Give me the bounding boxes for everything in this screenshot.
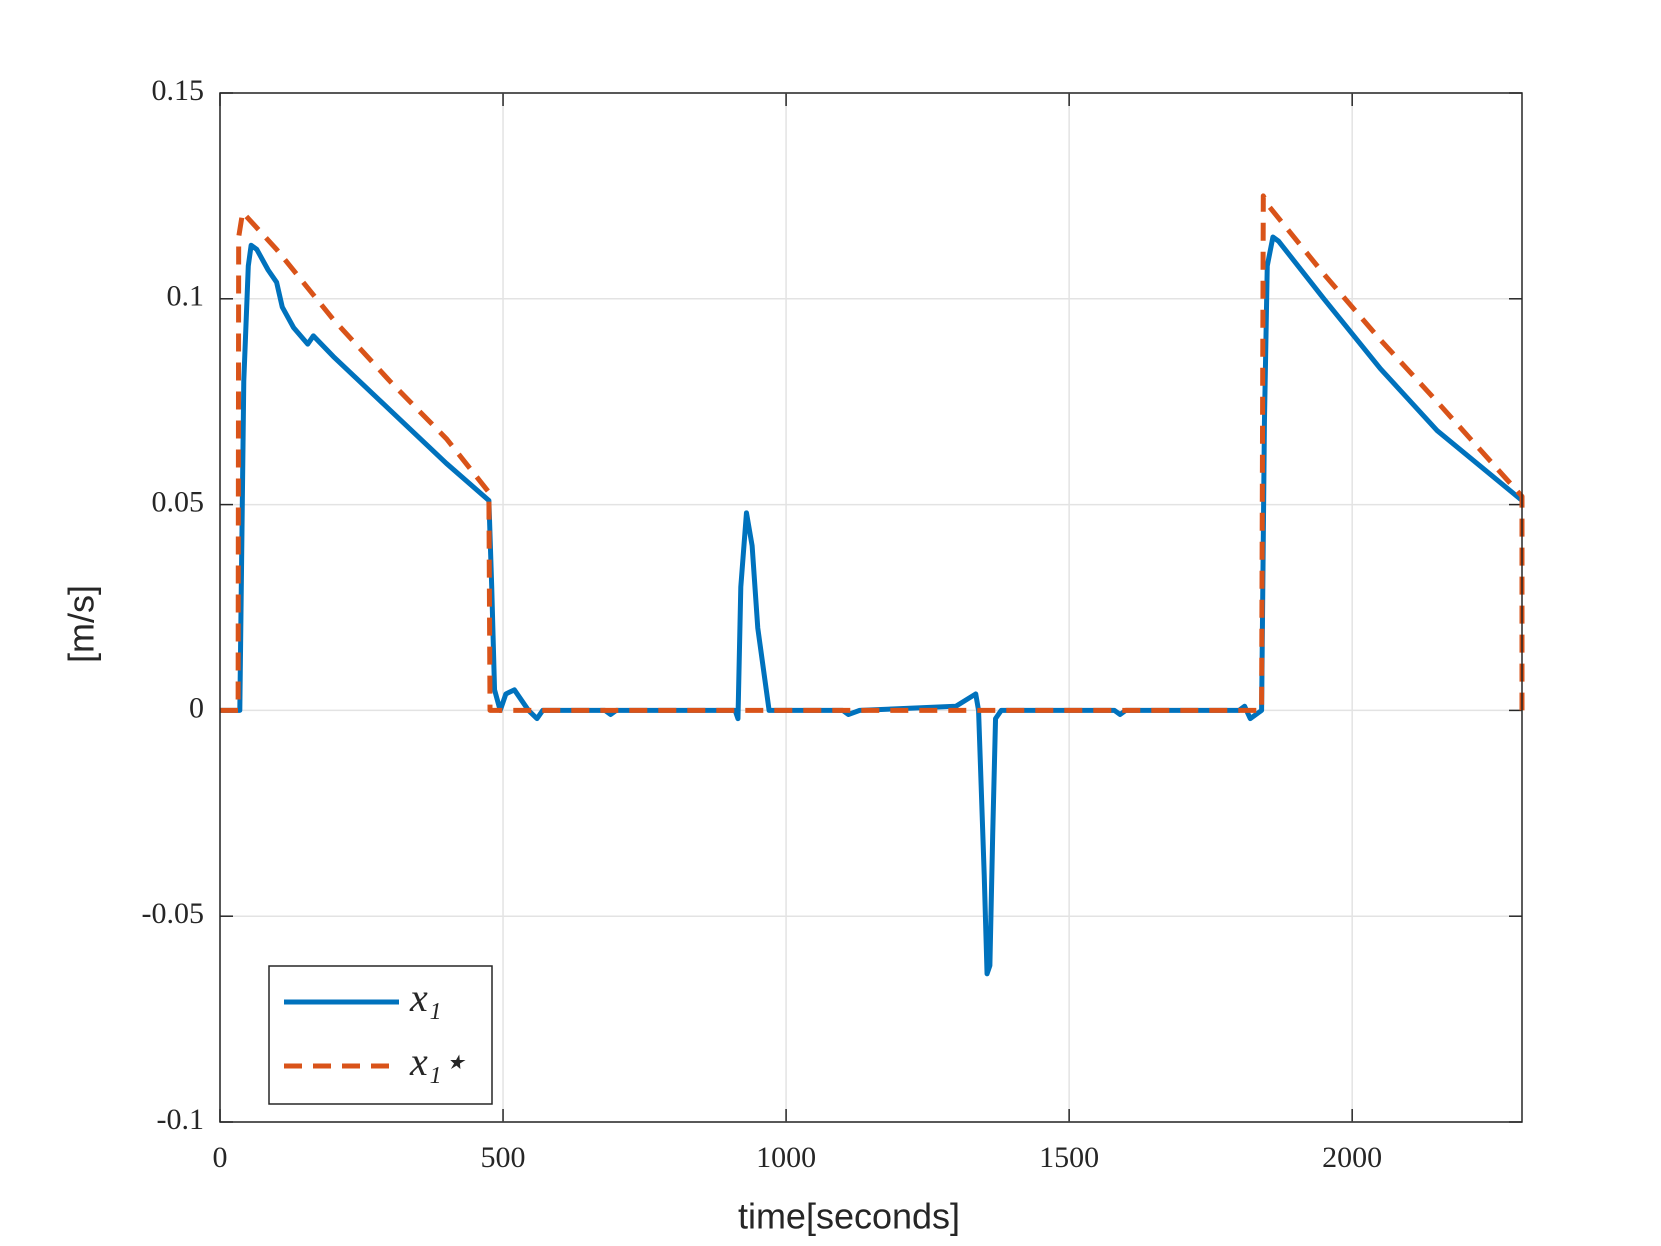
legend-label: x₁⋆ <box>409 1039 467 1084</box>
data-line <box>220 234 1524 977</box>
legend-label: x₁ <box>409 975 442 1020</box>
x-tick-label: 1000 <box>756 1141 816 1174</box>
x-tick-label: 500 <box>481 1141 526 1174</box>
x-tick-label: 2000 <box>1322 1141 1382 1174</box>
y-tick-label: 0.15 <box>152 74 205 107</box>
legend-box <box>268 965 493 1105</box>
y-tick-label: 0.1 <box>167 280 205 313</box>
axes-box <box>219 92 1523 1123</box>
y-tick-label: -0.1 <box>157 1103 205 1136</box>
y-tick-label: -0.05 <box>142 897 205 930</box>
y-axis-label: [m/s] <box>61 585 102 663</box>
x-tick-label: 0 <box>213 1141 228 1174</box>
y-tick-label: 0.05 <box>152 485 205 518</box>
x-tick-label: 1500 <box>1039 1141 1099 1174</box>
legend: x₁ x₁⋆ <box>268 965 493 1105</box>
data-line <box>220 193 1525 713</box>
x-axis-label: time[seconds] <box>738 1196 960 1237</box>
y-tick-label: 0 <box>189 691 204 724</box>
